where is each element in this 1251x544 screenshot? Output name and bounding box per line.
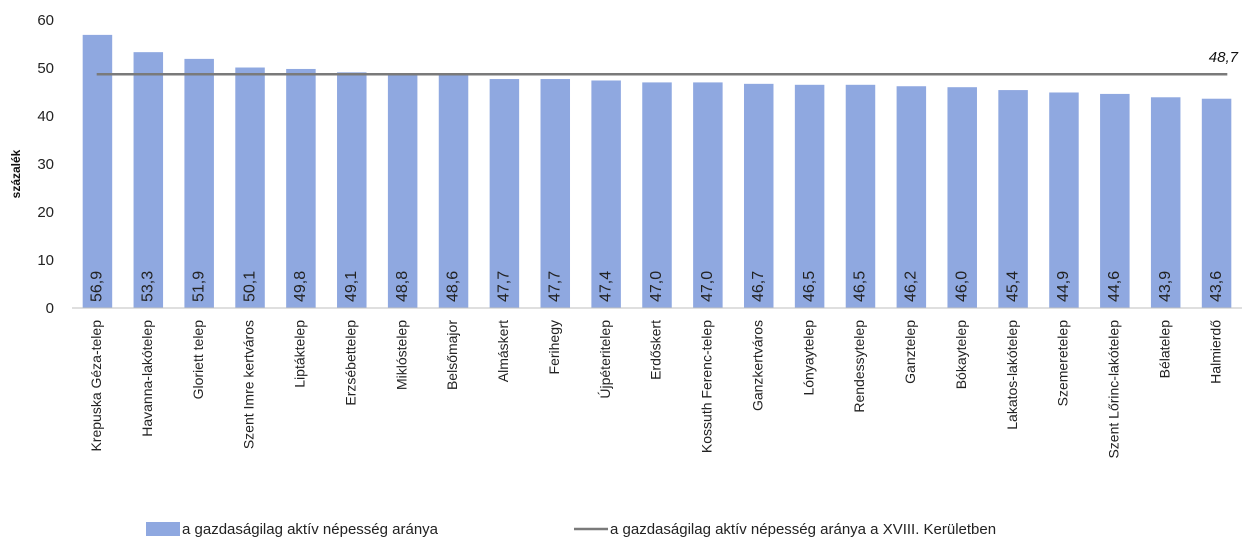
x-tick-label: Erzsébettelep — [342, 320, 358, 406]
legend-bar-label: a gazdaságilag aktív népesség aránya — [182, 521, 439, 538]
bar-value-label: 44,6 — [1106, 271, 1123, 302]
x-axis: Krepuska Géza-telep Havanna-lakótelep Glor… — [72, 307, 1242, 459]
bar-value-label: 56,9 — [89, 271, 106, 302]
bar — [337, 72, 367, 308]
y-tick-label: 20 — [37, 204, 54, 221]
y-tick-label: 30 — [37, 156, 54, 173]
x-tick-label: Miklóstelep — [393, 320, 409, 390]
bar — [1150, 97, 1181, 308]
x-tick-label: Belsőmajor — [444, 320, 460, 390]
bar-value-label: 47,4 — [597, 271, 614, 302]
bar-value-label: 49,8 — [292, 271, 309, 302]
bar — [286, 68, 316, 309]
bar-value-label: 47,7 — [546, 271, 563, 302]
y-tick-label: 60 — [37, 12, 54, 29]
bar — [896, 86, 927, 309]
x-tick-label: Szent Imre kertváros — [241, 320, 257, 449]
bar-value-label: 47,0 — [699, 271, 716, 302]
x-tick-label: Ganztelep — [902, 320, 918, 384]
x-tick-label: Halmierdő — [1207, 320, 1223, 384]
x-tick-label: Bókaytelep — [953, 320, 969, 389]
bar — [591, 80, 621, 308]
bar — [1100, 93, 1130, 308]
x-tick-label: Rendessytelep — [851, 320, 867, 413]
x-tick-label: Szent Lőrinc-lakótelep — [1106, 320, 1122, 459]
x-tick-label: Szemeretelep — [1055, 320, 1071, 407]
bar — [1049, 92, 1079, 308]
x-tick-label: Ganzkertváros — [749, 320, 765, 411]
bar — [998, 90, 1028, 308]
y-tick-label: 50 — [37, 60, 54, 77]
x-tick-label: Lónyaytelep — [800, 320, 816, 396]
y-tick-label: 10 — [37, 252, 54, 269]
y-axis: 0 10 20 30 40 50 60 százalék — [9, 12, 54, 317]
bar — [845, 84, 876, 308]
bar-value-label: 46,7 — [750, 271, 767, 302]
bar-value-label: 46,5 — [801, 271, 818, 302]
x-tick-label: Erdőskert — [648, 320, 664, 380]
x-tick-label: Kossuth Ferenc-telep — [699, 320, 715, 453]
bar — [438, 74, 469, 308]
bar-value-label: 47,7 — [496, 271, 513, 302]
bar — [693, 82, 723, 309]
bars-group — [82, 34, 1232, 309]
bar — [1201, 98, 1232, 308]
bar — [642, 82, 672, 309]
bar-value-label: 45,4 — [1004, 271, 1021, 302]
x-tick-label: Újpéteritelep — [597, 320, 613, 399]
bar — [540, 79, 571, 308]
y-axis-title: százalék — [9, 149, 23, 198]
x-tick-label: Gloriett telep — [190, 320, 206, 400]
legend: a gazdaságilag aktív népesség aránya a ga… — [146, 521, 996, 538]
bar-value-label: 43,6 — [1208, 271, 1225, 302]
reference-line-label: 48,7 — [1209, 49, 1239, 66]
legend-line-label: a gazdaságilag aktív népesség aránya a X… — [610, 521, 996, 538]
bar-value-label: 44,9 — [1055, 271, 1072, 302]
x-tick-label: Ferihegy — [546, 320, 562, 374]
bar — [489, 79, 520, 308]
bar-value-label: 46,5 — [852, 271, 869, 302]
bar — [184, 58, 214, 308]
bar-value-label: 53,3 — [140, 271, 157, 302]
bar — [133, 52, 164, 308]
legend-bar-swatch — [146, 522, 180, 536]
bar-value-label: 47,0 — [648, 271, 665, 302]
reference-line-group: 48,7 — [96, 49, 1239, 76]
bar-value-label: 46,2 — [903, 271, 920, 302]
bar-value-label: 49,1 — [343, 271, 360, 302]
bar — [82, 34, 113, 308]
x-tick-label: Havanna-lakótelep — [139, 320, 155, 437]
bar — [794, 84, 825, 308]
bar-value-label: 51,9 — [190, 271, 207, 302]
bar-value-labels: 56,9 53,3 51,9 50,1 49,8 49,1 48,8 48,6 47,7 47,7… — [89, 271, 1225, 302]
bar-value-label: 46,0 — [953, 271, 970, 302]
x-tick-label: Almáskert — [495, 320, 511, 382]
bar — [387, 73, 418, 308]
x-tick-label: Bélatelep — [1156, 320, 1172, 379]
y-tick-label: 0 — [46, 300, 54, 317]
bar-value-label: 43,9 — [1157, 271, 1174, 302]
bar-value-label: 48,8 — [394, 271, 411, 302]
y-tick-label: 40 — [37, 108, 54, 125]
bar-value-label: 50,1 — [241, 271, 258, 302]
x-tick-label: Lakatos-lakótelep — [1004, 320, 1020, 430]
x-tick-label: Krepuska Géza-telep — [88, 320, 104, 452]
bar — [947, 87, 977, 308]
x-tick-label: Liptáktelep — [292, 320, 308, 388]
bar — [235, 67, 265, 309]
bar-value-label: 48,6 — [445, 271, 462, 302]
bar — [743, 83, 774, 308]
